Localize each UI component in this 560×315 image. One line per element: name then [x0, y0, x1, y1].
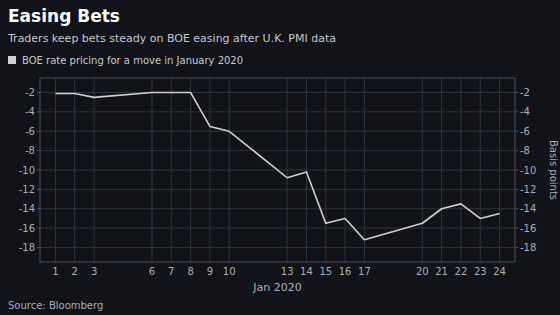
y2-tick: [515, 247, 518, 248]
y-grid-line: [40, 92, 515, 93]
x-grid-line: [190, 78, 191, 262]
legend: BOE rate pricing for a move in January 2…: [8, 55, 243, 66]
y-tick: [37, 150, 40, 151]
y-tick-label: -12: [19, 184, 35, 195]
y-tick-label: -6: [25, 126, 35, 137]
y-tick-label: -18: [19, 242, 35, 253]
y-tick: [37, 228, 40, 229]
x-axis-label: Jan 2020: [252, 281, 301, 294]
y-grid-line: [40, 150, 515, 151]
x-tick-label: 20: [416, 266, 429, 277]
y2-tick-label: -10: [520, 165, 536, 176]
x-tick-label: 8: [187, 266, 193, 277]
y2-tick: [515, 170, 518, 171]
y2-tick-label: -16: [520, 223, 536, 234]
y-tick-label: -4: [25, 106, 35, 117]
x-tick-label: 22: [455, 266, 468, 277]
y2-tick-label: -4: [520, 106, 530, 117]
x-tick-label: 21: [435, 266, 448, 277]
x-tick-label: 14: [300, 266, 313, 277]
y-tick-label: -8: [25, 145, 35, 156]
y2-tick: [515, 228, 518, 229]
y2-tick: [515, 111, 518, 112]
y2-tick-label: -18: [520, 242, 536, 253]
x-grid-line: [364, 78, 365, 262]
y-tick: [37, 92, 40, 93]
plot-area: [55, 93, 499, 240]
x-tick-label: 7: [168, 266, 174, 277]
chart: Easing Bets Traders keep bets steady on B…: [0, 0, 560, 315]
legend-swatch: [8, 56, 16, 64]
y-grid-line: [40, 189, 515, 190]
x-tick-label: 23: [474, 266, 487, 277]
y-tick: [37, 247, 40, 248]
x-grid-line: [55, 78, 56, 262]
x-grid-line: [325, 78, 326, 262]
x-tick-label: 2: [72, 266, 78, 277]
y-axis-label: Basis points: [548, 140, 559, 200]
x-grid-line: [229, 78, 230, 262]
y-grid-line: [40, 247, 515, 248]
x-tick-label: 13: [281, 266, 294, 277]
y-tick: [37, 111, 40, 112]
x-grid-line: [151, 78, 152, 262]
title: Easing Bets: [8, 6, 120, 26]
y2-tick: [515, 208, 518, 209]
y2-tick: [515, 150, 518, 151]
x-grid-line: [345, 78, 346, 262]
x-tick-label: 10: [223, 266, 236, 277]
x-grid-line: [441, 78, 442, 262]
x-tick-label: 17: [358, 266, 371, 277]
y-tick-label: -10: [19, 165, 35, 176]
y-tick-label: -16: [19, 223, 35, 234]
y2-tick-label: -12: [520, 184, 536, 195]
y2-tick: [515, 131, 518, 132]
x-tick-label: 1: [52, 266, 58, 277]
source: Source: Bloomberg: [8, 300, 103, 311]
x-tick-label: 24: [493, 266, 506, 277]
x-tick-label: 6: [149, 266, 155, 277]
x-tick-label: 3: [91, 266, 97, 277]
x-grid-line: [499, 78, 500, 262]
x-tick-label: 15: [319, 266, 332, 277]
legend-label: BOE rate pricing for a move in January 2…: [22, 55, 243, 66]
y-tick: [37, 170, 40, 171]
y-tick-label: -2: [25, 87, 35, 98]
series-line: [55, 93, 499, 240]
y-tick: [37, 131, 40, 132]
x-grid-line: [171, 78, 172, 262]
y2-tick: [515, 92, 518, 93]
x-grid-line: [209, 78, 210, 262]
y2-tick-label: -2: [520, 87, 530, 98]
y-tick: [37, 208, 40, 209]
x-grid-line: [422, 78, 423, 262]
y-grid-line: [40, 131, 515, 132]
x-grid-line: [287, 78, 288, 262]
y-grid-line: [40, 228, 515, 229]
x-tick-label: 9: [207, 266, 213, 277]
y-tick-label: -14: [19, 203, 35, 214]
x-grid-line: [306, 78, 307, 262]
x-grid-line: [480, 78, 481, 262]
x-tick-label: 16: [339, 266, 352, 277]
y2-tick-label: -14: [520, 203, 536, 214]
x-grid-line: [74, 78, 75, 262]
x-grid-line: [94, 78, 95, 262]
y-grid-line: [40, 111, 515, 112]
y2-tick-label: -8: [520, 145, 530, 156]
y2-tick: [515, 189, 518, 190]
plot-frame: [40, 78, 515, 262]
y-tick: [37, 189, 40, 190]
subtitle: Traders keep bets steady on BOE easing a…: [7, 32, 336, 45]
y2-tick-label: -6: [520, 126, 530, 137]
x-grid-line: [460, 78, 461, 262]
